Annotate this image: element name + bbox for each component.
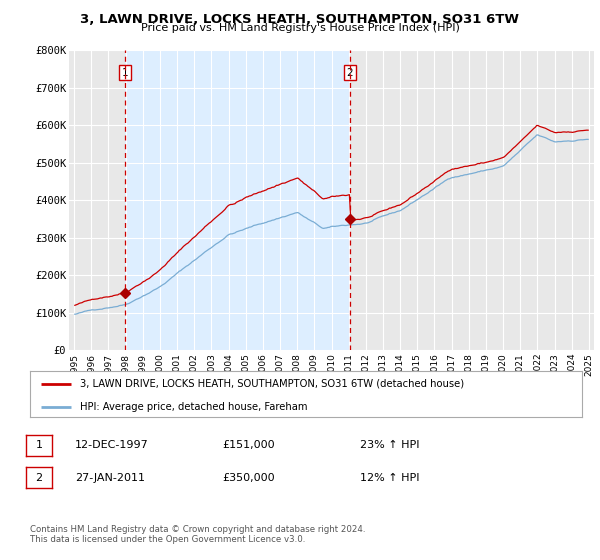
Text: 3, LAWN DRIVE, LOCKS HEATH, SOUTHAMPTON, SO31 6TW: 3, LAWN DRIVE, LOCKS HEATH, SOUTHAMPTON,… [80, 12, 520, 26]
Text: 3, LAWN DRIVE, LOCKS HEATH, SOUTHAMPTON, SO31 6TW (detached house): 3, LAWN DRIVE, LOCKS HEATH, SOUTHAMPTON,… [80, 379, 464, 389]
Text: £151,000: £151,000 [222, 440, 275, 450]
Bar [125, 50, 350, 350]
Text: 23% ↑ HPI: 23% ↑ HPI [360, 440, 419, 450]
Text: 1: 1 [121, 68, 128, 78]
Text: 12% ↑ HPI: 12% ↑ HPI [360, 473, 419, 483]
Text: Contains HM Land Registry data © Crown copyright and database right 2024.
This d: Contains HM Land Registry data © Crown c… [30, 525, 365, 544]
Text: 1: 1 [35, 440, 43, 450]
Text: £350,000: £350,000 [222, 473, 275, 483]
Text: 2: 2 [347, 68, 353, 78]
Text: HPI: Average price, detached house, Fareham: HPI: Average price, detached house, Fare… [80, 402, 307, 412]
Text: 2: 2 [35, 473, 43, 483]
Text: 12-DEC-1997: 12-DEC-1997 [75, 440, 149, 450]
Text: 27-JAN-2011: 27-JAN-2011 [75, 473, 145, 483]
Text: Price paid vs. HM Land Registry's House Price Index (HPI): Price paid vs. HM Land Registry's House … [140, 23, 460, 33]
